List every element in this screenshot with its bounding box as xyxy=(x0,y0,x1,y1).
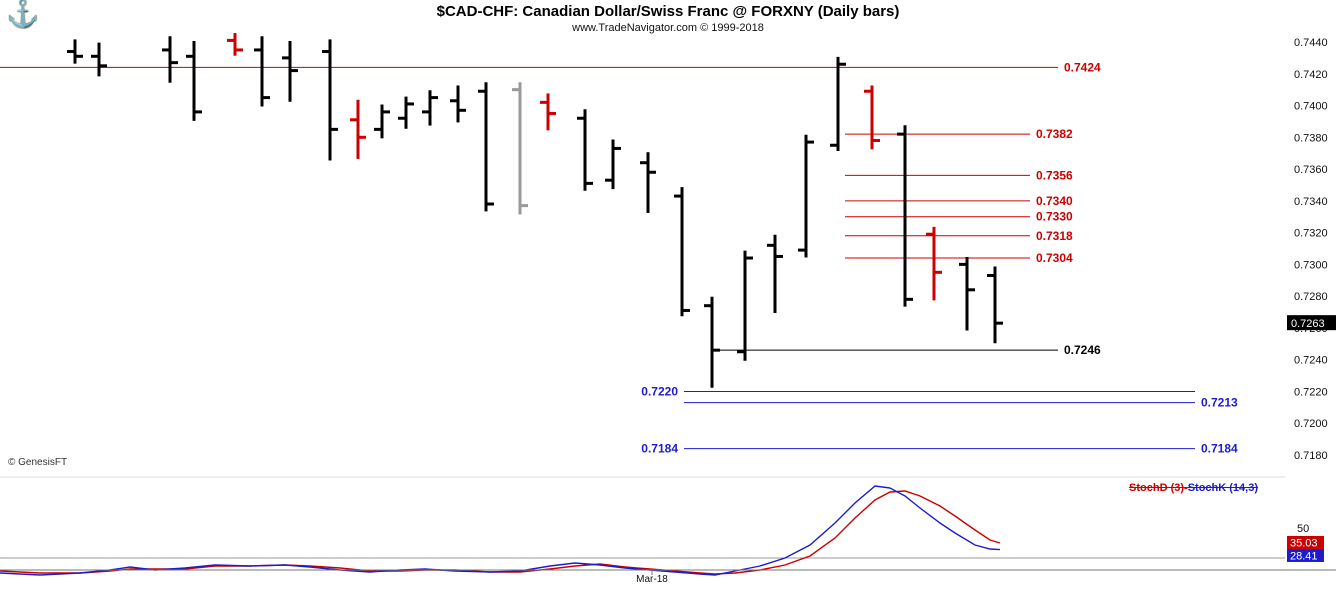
svg-text:0.7340: 0.7340 xyxy=(1036,194,1073,208)
svg-text:0.7318: 0.7318 xyxy=(1036,229,1073,243)
svg-text:50: 50 xyxy=(1297,523,1309,535)
svg-text:0.7304: 0.7304 xyxy=(1036,251,1073,265)
svg-text:0.7330: 0.7330 xyxy=(1036,210,1073,224)
svg-text:0.7280: 0.7280 xyxy=(1294,291,1328,303)
svg-text:0.7263: 0.7263 xyxy=(1291,318,1325,330)
svg-text:0.7300: 0.7300 xyxy=(1294,259,1328,271)
svg-text:0.7360: 0.7360 xyxy=(1294,164,1328,176)
anchor-icon: ⚓ xyxy=(6,0,40,29)
svg-text:0.7340: 0.7340 xyxy=(1294,196,1328,208)
svg-text:0.7220: 0.7220 xyxy=(1294,386,1328,398)
svg-text:35.03: 35.03 xyxy=(1290,537,1318,549)
legend-stochd[interactable]: StochD (3) xyxy=(1129,482,1185,494)
legend-separator: - xyxy=(1184,482,1188,494)
svg-text:0.7246: 0.7246 xyxy=(1064,343,1101,357)
svg-text:0.7180: 0.7180 xyxy=(1294,450,1328,462)
svg-text:0.7440: 0.7440 xyxy=(1294,37,1328,49)
svg-text:0.7424: 0.7424 xyxy=(1064,60,1101,74)
svg-text:0.7382: 0.7382 xyxy=(1036,127,1073,141)
svg-text:0.7380: 0.7380 xyxy=(1294,132,1328,144)
genesisft-watermark: © GenesisFT xyxy=(8,457,68,468)
x-axis-date-label: Mar-18 xyxy=(636,574,668,585)
chart-subtitle: www.TradeNavigator.com © 1999-2018 xyxy=(572,22,764,34)
svg-text:0.7184: 0.7184 xyxy=(1201,442,1238,456)
svg-text:0.7240: 0.7240 xyxy=(1294,355,1328,367)
stoch-legend: StochD (3)-StochK (14,3) xyxy=(1129,482,1258,494)
svg-text:0.7320: 0.7320 xyxy=(1294,228,1328,240)
svg-text:0.7184: 0.7184 xyxy=(641,442,678,456)
svg-text:28.41: 28.41 xyxy=(1290,550,1318,562)
chart-title: $CAD-CHF: Canadian Dollar/Swiss Franc @ … xyxy=(436,3,900,20)
svg-text:0.7220: 0.7220 xyxy=(641,384,678,398)
svg-text:0.7213: 0.7213 xyxy=(1201,396,1238,410)
svg-text:0.7356: 0.7356 xyxy=(1036,168,1073,182)
legend-stochk[interactable]: StochK (14,3) xyxy=(1187,482,1258,494)
svg-text:0.7420: 0.7420 xyxy=(1294,69,1328,81)
svg-text:0.7200: 0.7200 xyxy=(1294,418,1328,430)
svg-text:0.7400: 0.7400 xyxy=(1294,101,1328,113)
